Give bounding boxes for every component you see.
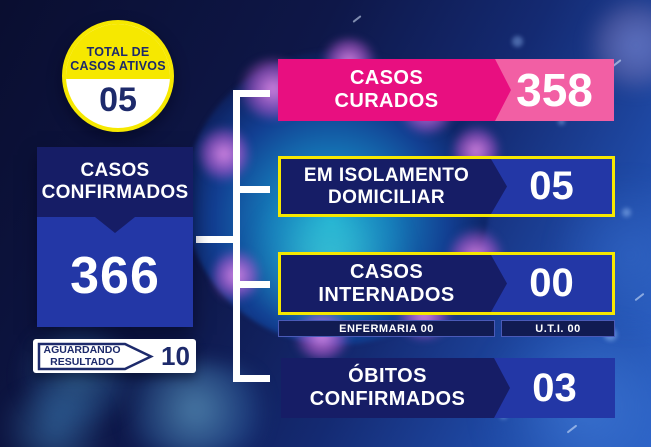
cured-cases-value: 358 xyxy=(516,64,593,116)
badge-title-line1: TOTAL DE xyxy=(86,44,150,59)
confirmed-label-line1: CASOS xyxy=(80,159,150,181)
ward-count-bar: ENFERMARIA 00 xyxy=(278,320,495,337)
awaiting-arrow-shape: AGUARDANDO RESULTADO xyxy=(37,342,155,371)
deaths-label-line1: ÓBITOS xyxy=(348,365,427,387)
confirmed-cases-value: 366 xyxy=(70,247,160,305)
bracket-stub-confirmed xyxy=(196,236,240,243)
bracket-stub-cured xyxy=(233,90,270,97)
bokeh-dot xyxy=(512,36,523,47)
cured-label-line1: CASOS xyxy=(349,67,424,89)
light-streak xyxy=(352,15,362,23)
awaiting-label-line2: RESULTADO xyxy=(50,356,114,368)
home-isolation-card: EM ISOLAMENTO DOMICILIAR 05 xyxy=(278,156,615,217)
awaiting-label-line1: AGUARDANDO xyxy=(43,343,121,356)
hospitalized-label-line2: INTERNADOS xyxy=(318,283,455,306)
confirmed-cases-card: CASOS CONFIRMADOS 366 xyxy=(37,147,193,327)
home-isolation-value: 05 xyxy=(529,164,574,208)
blurred-virus-ghost xyxy=(0,390,120,447)
isolation-label-line2: DOMICILIAR xyxy=(328,186,445,208)
confirmed-deaths-label: ÓBITOS CONFIRMADOS xyxy=(281,358,494,418)
confirmed-deaths-value: 03 xyxy=(532,365,577,410)
awaiting-result-value: 10 xyxy=(161,340,190,371)
confirmed-cases-header: CASOS CONFIRMADOS xyxy=(37,147,193,217)
cured-value-wrap: 358 xyxy=(495,59,614,121)
bracket-stub-hospitalized xyxy=(233,281,270,288)
hospitalized-cases-label: CASOS INTERNADOS xyxy=(281,255,492,312)
deaths-value-wrap: 03 xyxy=(494,358,615,418)
icu-count-bar: U.T.I. 00 xyxy=(501,320,615,337)
arrow-outline-icon xyxy=(37,342,154,370)
cured-cases-label: CASOS CURADOS xyxy=(278,59,495,121)
bracket-stub-isolation xyxy=(233,186,270,193)
deaths-label-line2: CONFIRMADOS xyxy=(309,388,466,410)
confirmed-label-line2: CONFIRMADOS xyxy=(41,182,189,203)
confirmed-deaths-card: ÓBITOS CONFIRMADOS 03 xyxy=(281,358,615,418)
hospitalized-value-pane xyxy=(491,255,612,312)
bracket-stub-deaths xyxy=(233,375,270,382)
cured-label-line2: CURADOS xyxy=(334,90,439,112)
badge-title-line2: CASOS ATIVOS xyxy=(70,59,166,74)
isolation-value-wrap: 05 xyxy=(491,159,612,214)
active-cases-badge: TOTAL DE CASOS ATIVOS 05 xyxy=(62,20,174,132)
bokeh-dot xyxy=(558,118,565,125)
virus-spike xyxy=(198,125,250,183)
cured-cases-card: CASOS CURADOS 358 xyxy=(278,59,614,121)
awaiting-result-card: AGUARDANDO RESULTADO 10 xyxy=(33,339,196,373)
hospitalized-value-wrap: 00 xyxy=(491,255,612,312)
deaths-value-pane xyxy=(494,358,615,418)
awaiting-result-label: AGUARDANDO RESULTADO xyxy=(37,342,127,371)
hospitalized-label-line1: CASOS xyxy=(349,260,424,283)
active-cases-badge-title: TOTAL DE CASOS ATIVOS xyxy=(66,24,170,80)
bokeh-dot xyxy=(622,208,631,217)
header-notch xyxy=(95,217,135,233)
isolation-label-line1: EM ISOLAMENTO xyxy=(303,164,470,186)
active-cases-value: 05 xyxy=(99,81,137,120)
isolation-value-pane xyxy=(491,159,612,214)
cured-value-pane xyxy=(495,59,614,121)
hospitalized-cases-value: 00 xyxy=(529,261,574,305)
home-isolation-label: EM ISOLAMENTO DOMICILIAR xyxy=(281,159,492,214)
confirmed-cases-body: 366 xyxy=(37,217,193,327)
hospitalized-cases-card: CASOS INTERNADOS 00 xyxy=(278,252,615,315)
